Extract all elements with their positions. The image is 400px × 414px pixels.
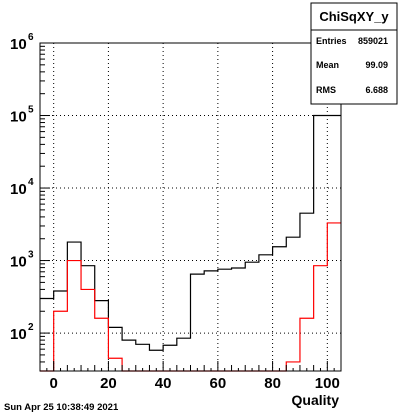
stats-entries-value: 859021 — [358, 36, 388, 46]
x-axis-title: Quality — [292, 392, 340, 408]
stats-rms-value: 6.688 — [365, 85, 388, 95]
timestamp: Sun Apr 25 10:38:49 2021 — [4, 402, 119, 413]
y-tick-label-exponent: 3 — [28, 250, 34, 261]
y-tick-label-exponent: 4 — [28, 177, 34, 188]
y-tick-label-exponent: 6 — [28, 32, 34, 43]
y-tick-label-base: 10 — [10, 181, 27, 198]
x-tick-label: 40 — [155, 375, 172, 392]
stats-box: ChiSqXY_y Entries 859021 Mean 99.09 RMS … — [310, 2, 398, 105]
x-tick-label: 100 — [315, 375, 340, 392]
series-black-line — [40, 114, 341, 351]
y-tick-label-base: 10 — [10, 36, 27, 53]
y-tick-label-exponent: 2 — [28, 322, 34, 333]
x-tick-label: 0 — [50, 375, 58, 392]
y-tick-label-base: 10 — [10, 109, 27, 126]
x-tick-label: 20 — [100, 375, 117, 392]
stats-mean-value: 99.09 — [365, 60, 388, 70]
grid — [40, 42, 341, 371]
stats-entries-label: Entries — [316, 36, 347, 46]
histogram-series — [40, 114, 341, 372]
stats-title: ChiSqXY_y — [319, 9, 389, 24]
y-tick-label-exponent: 5 — [28, 105, 34, 116]
y-tick-label-base: 10 — [10, 326, 27, 343]
stats-rms-label: RMS — [316, 85, 336, 95]
x-axis: 0 20 40 60 80 100 — [39, 361, 342, 392]
x-tick-label: 80 — [264, 375, 281, 392]
stats-mean-label: Mean — [316, 60, 339, 70]
x-tick-label: 60 — [210, 375, 227, 392]
y-tick-label-base: 10 — [10, 254, 27, 271]
